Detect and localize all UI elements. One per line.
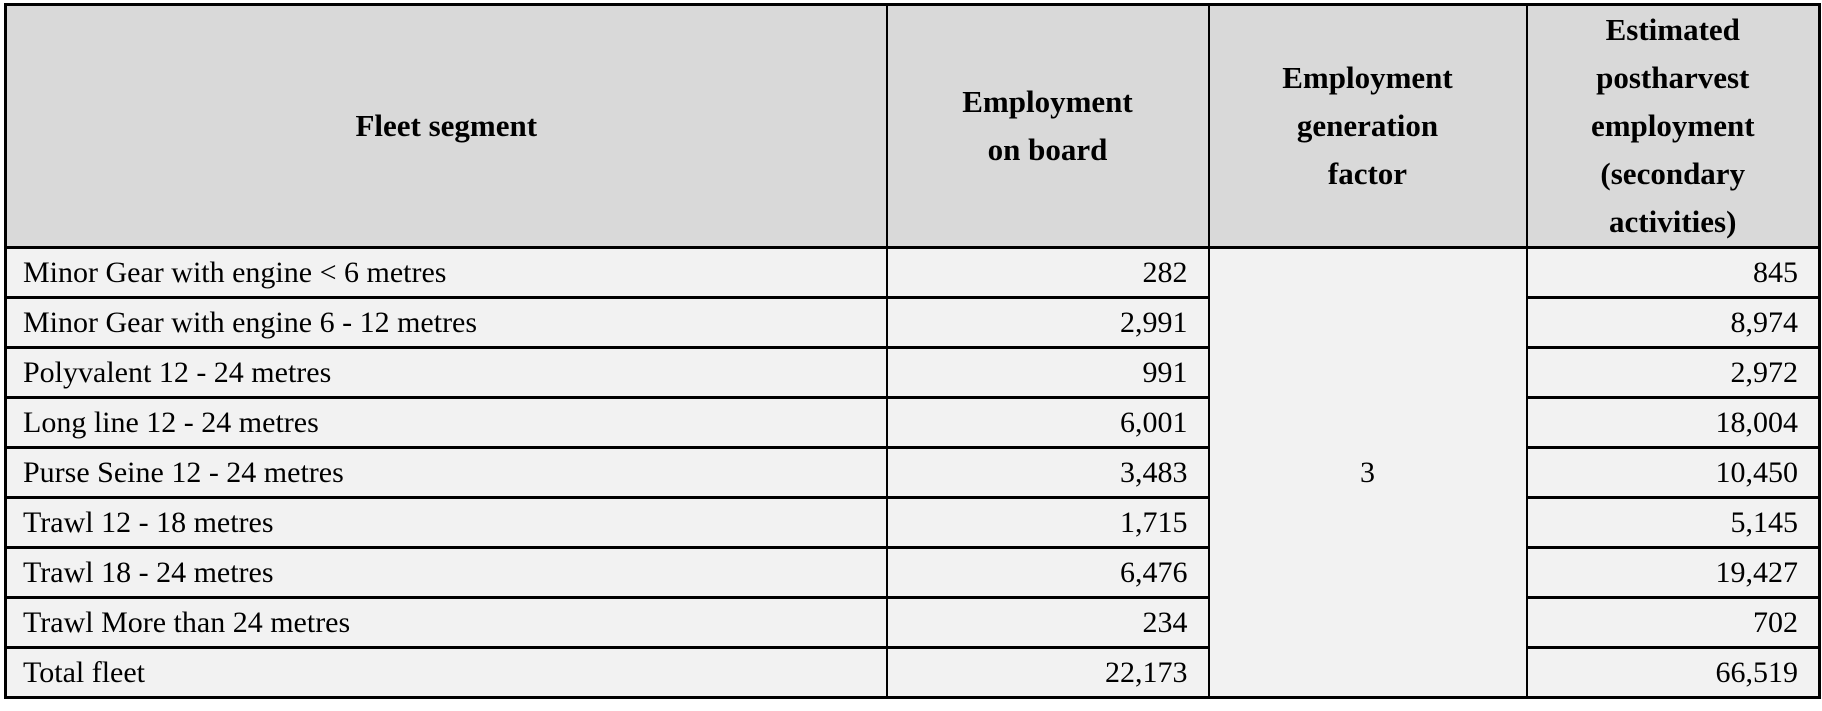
employment-cell: 6,001: [885, 396, 1210, 449]
fleet-segment-cell: Minor Gear with engine < 6 metres: [4, 246, 888, 299]
employment-cell: 2,991: [885, 296, 1210, 349]
fleet-segment-cell: Trawl 12 - 18 metres: [4, 496, 888, 549]
table-row: Long line 12 - 24 metres 6,001 18,004: [4, 396, 1821, 449]
table-row: Polyvalent 12 - 24 metres 991 2,972: [4, 346, 1821, 399]
postharvest-cell: 845: [1525, 246, 1821, 299]
postharvest-cell: 19,427: [1525, 546, 1821, 599]
table-row: Minor Gear with engine 6 - 12 metres 2,9…: [4, 296, 1821, 349]
table-row: Purse Seine 12 - 24 metres 3,483 10,450: [4, 446, 1821, 499]
employment-cell: 1,715: [885, 496, 1210, 549]
postharvest-cell: 8,974: [1525, 296, 1821, 349]
fleet-segment-cell: Trawl More than 24 metres: [4, 596, 888, 649]
header-row: Fleet segment Employment on board Employ…: [4, 3, 1821, 249]
employment-cell: 3,483: [885, 446, 1210, 499]
postharvest-cell: 2,972: [1525, 346, 1821, 399]
fleet-segment-cell: Long line 12 - 24 metres: [4, 396, 888, 449]
table-row-total: Total fleet 22,173 66,519: [4, 646, 1821, 699]
fleet-segment-cell: Minor Gear with engine 6 - 12 metres: [4, 296, 888, 349]
postharvest-cell: 5,145: [1525, 496, 1821, 549]
postharvest-cell: 702: [1525, 596, 1821, 649]
employment-cell: 234: [885, 596, 1210, 649]
postharvest-cell: 10,450: [1525, 446, 1821, 499]
column-header-fleet-segment: Fleet segment: [4, 3, 888, 249]
fleet-segment-cell: Trawl 18 - 24 metres: [4, 546, 888, 599]
fleet-segment-cell: Total fleet: [4, 646, 888, 699]
table-body: Minor Gear with engine < 6 metres 282 3 …: [4, 246, 1821, 699]
postharvest-cell: 66,519: [1525, 646, 1821, 699]
table-row: Trawl 18 - 24 metres 6,476 19,427: [4, 546, 1821, 599]
column-header-employment-on-board: Employment on board: [885, 3, 1210, 249]
fleet-segment-cell: Polyvalent 12 - 24 metres: [4, 346, 888, 399]
employment-cell: 282: [885, 246, 1210, 299]
postharvest-cell: 18,004: [1525, 396, 1821, 449]
generation-factor-cell: 3: [1207, 246, 1528, 699]
table-row: Trawl 12 - 18 metres 1,715 5,145: [4, 496, 1821, 549]
table-row: Trawl More than 24 metres 234 702: [4, 596, 1821, 649]
table-row: Minor Gear with engine < 6 metres 282 3 …: [4, 246, 1821, 699]
fleet-segment-cell: Purse Seine 12 - 24 metres: [4, 446, 888, 499]
employment-table: Fleet segment Employment on board Employ…: [4, 3, 1821, 699]
employment-cell: 6,476: [885, 546, 1210, 599]
employment-cell: 991: [885, 346, 1210, 399]
column-header-employment-generation-factor: Employment generation factor: [1207, 3, 1528, 249]
employment-cell: 22,173: [885, 646, 1210, 699]
column-header-estimated-postharvest: Estimated postharvest employment (second…: [1525, 3, 1821, 249]
table-header: Fleet segment Employment on board Employ…: [4, 3, 1821, 249]
